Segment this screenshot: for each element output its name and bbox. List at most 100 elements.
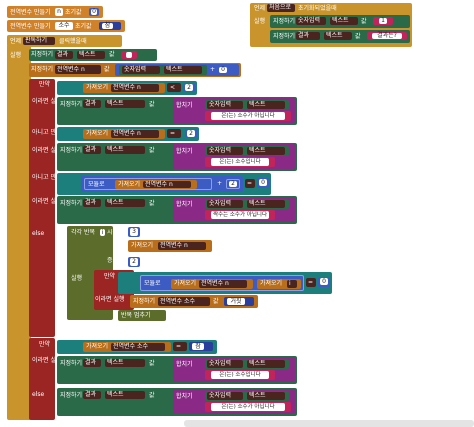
set-result-prime[interactable]: 지정하기 결과 텍스트 값 합치기 숫자입력 텍스트 은(는) 소수입니다 xyxy=(57,143,297,171)
property-dropdown[interactable]: 텍스트 xyxy=(247,392,285,400)
set-result-even[interactable]: 지정하기 결과 텍스트 값 합치기 숫자입력 텍스트 짝수는 소수가 아닙니다 xyxy=(57,196,297,224)
bool-block-true[interactable]: 참 xyxy=(99,22,121,30)
if-block-main[interactable]: 만약 이라면 실행 아니고 만약 이라면 실행 아니고 만약 이라면 실행 el… xyxy=(29,79,62,337)
component-dropdown[interactable]: 결과 xyxy=(83,359,101,367)
component-dropdown[interactable]: 결과 xyxy=(83,199,101,207)
click-event-header[interactable]: 언제 판독하기 클릭했을때 xyxy=(7,35,122,47)
set-result-text[interactable]: 지정하기 결과 텍스트 값 결과는? xyxy=(270,30,410,43)
number-input-text-getter[interactable]: 숫자입력 텍스트 xyxy=(205,199,289,209)
screen-init-event[interactable]: 언제 처음으로 초기화되었을때 실행 지정하기 숫자입력 텍스트 값 1 지정하… xyxy=(250,3,412,47)
var-dropdown[interactable]: 전역변수 소수 xyxy=(158,297,210,306)
compare-n-eq-2[interactable]: 가져오기 전역변수 n = 2 xyxy=(57,127,199,141)
compare-n-lt-2[interactable]: 가져오기 전역변수 n < 2 xyxy=(57,81,197,95)
property-dropdown[interactable]: 텍스트 xyxy=(105,199,145,207)
property-dropdown[interactable]: 텍스트 xyxy=(247,147,285,155)
bool-false-block[interactable]: 거짓 xyxy=(224,297,254,306)
op-dropdown[interactable]: = xyxy=(306,278,316,287)
loop-step-number[interactable]: 2 xyxy=(128,257,140,267)
text-block[interactable]: 은(는) 소수가 아닙니다 xyxy=(205,111,291,121)
component-dropdown[interactable]: 결과 xyxy=(83,391,101,399)
button-dropdown[interactable]: 판독하기 xyxy=(23,37,55,45)
number-block[interactable]: 2 xyxy=(183,83,195,92)
op-dropdown[interactable]: = xyxy=(173,342,187,351)
text-block[interactable]: 은(는) 소수가 아닙니다 xyxy=(205,402,291,412)
text-block[interactable]: 은(는) 소수입니다 xyxy=(205,157,275,167)
if-block-final[interactable]: 만약 이라면 실행 else xyxy=(29,338,62,420)
set-result-empty[interactable]: 지정하기 결과 텍스트 값 xyxy=(29,49,157,61)
get-global-n-loop-end[interactable]: 가져오기 전역변수 n xyxy=(128,240,212,252)
set-number-input-text[interactable]: 지정하기 숫자입력 텍스트 값 1 xyxy=(270,15,410,28)
var-dropdown[interactable]: 전역변수 n xyxy=(158,242,206,250)
property-dropdown[interactable]: 텍스트 xyxy=(105,100,145,108)
property-dropdown[interactable]: 텍스트 xyxy=(164,66,202,74)
compare-n-mod-i-eq-0[interactable]: 모듈로 가져오기 전역변수 n 가져오기 i = 0 xyxy=(118,272,332,294)
property-dropdown[interactable]: 텍스트 xyxy=(77,51,105,59)
property-dropdown[interactable]: 텍스트 xyxy=(105,359,145,367)
var-dropdown[interactable]: 전역변수 n xyxy=(199,280,247,288)
op-dropdown[interactable]: = xyxy=(245,179,255,188)
property-dropdown[interactable]: 텍스트 xyxy=(330,17,358,25)
join-block[interactable]: 합치기 숫자입력 텍스트 짝수는 소수가 아닙니다 xyxy=(173,197,295,222)
text-block-result[interactable]: 결과는? xyxy=(367,32,407,40)
set-global-n[interactable]: 지정하기 전역변수 n 값 숫자입력 텍스트 + 0 xyxy=(29,63,241,77)
global-var-n-block[interactable]: 전역변수 만들기 n 초기값 0 xyxy=(7,6,103,18)
var-dropdown[interactable]: 전역변수 n xyxy=(111,130,159,138)
component-dropdown[interactable]: 숫자입력 xyxy=(207,200,243,208)
set-prime-false[interactable]: 지정하기 전역변수 소수 값 거짓 xyxy=(130,295,258,308)
set-result-not-prime-final[interactable]: 지정하기 결과 텍스트 값 합치기 숫자입력 텍스트 은(는) 소수가 아닙니다 xyxy=(57,388,297,416)
number-block[interactable]: 0 xyxy=(318,277,330,287)
modulo-block[interactable]: 모듈로 가져오기 전역변수 n 가져오기 i xyxy=(140,275,304,291)
number-block[interactable]: 0 xyxy=(257,178,269,188)
property-dropdown[interactable]: 텍스트 xyxy=(247,200,285,208)
component-dropdown[interactable]: 결과 xyxy=(296,32,320,40)
var-dropdown[interactable]: i xyxy=(287,280,297,288)
compare-prime-eq-true[interactable]: 가져오기 전역변수 소수 = 참 xyxy=(57,340,217,354)
number-block[interactable]: 2 xyxy=(185,129,197,138)
component-dropdown[interactable]: 숫자입력 xyxy=(207,360,243,368)
op-dropdown[interactable]: < xyxy=(167,83,181,92)
property-dropdown[interactable]: 텍스트 xyxy=(324,32,352,40)
empty-text-block[interactable] xyxy=(121,51,137,59)
text-block[interactable]: 짝수는 소수가 아닙니다 xyxy=(205,210,275,220)
number-input-text-getter[interactable]: 숫자입력 텍스트 xyxy=(205,359,289,369)
get-global-n[interactable]: 가져오기 전역변수 n xyxy=(83,83,165,93)
get-global-prime[interactable]: 가져오기 전역변수 소수 xyxy=(83,342,171,352)
break-block[interactable]: 반복 멈추기 xyxy=(118,310,166,321)
join-block[interactable]: 합치기 숫자입력 텍스트 은(는) 소수가 아닙니다 xyxy=(173,98,295,123)
component-dropdown[interactable]: 숫자입력 xyxy=(207,101,243,109)
text-block-1[interactable]: 1 xyxy=(373,17,393,25)
loop-var-i[interactable]: i xyxy=(100,229,105,236)
add-block[interactable]: 숫자입력 텍스트 + 0 xyxy=(115,64,239,76)
screen-dropdown[interactable]: 처음으로 xyxy=(267,4,295,12)
modulo-block[interactable]: 모듈로 가져오기 전역변수 n xyxy=(84,178,212,190)
component-dropdown[interactable]: 결과 xyxy=(55,51,73,59)
number-input-text-getter[interactable]: 숫자입력 텍스트 xyxy=(205,391,289,401)
compare-mod-eq-0[interactable]: 모듈로 가져오기 전역변수 n + 2 = 0 xyxy=(57,173,271,195)
text-block[interactable]: 은(는) 소수입니다 xyxy=(205,370,275,380)
component-dropdown[interactable]: 숫자입력 xyxy=(207,392,243,400)
number-input-text-getter[interactable]: 숫자입력 텍스트 xyxy=(205,146,289,156)
var-name-prime[interactable]: 소수 xyxy=(55,22,73,30)
component-dropdown[interactable]: 결과 xyxy=(83,100,101,108)
add-block[interactable]: 모듈로 가져오기 전역변수 n + 2 xyxy=(81,176,243,192)
set-result-not-prime-1[interactable]: 지정하기 결과 텍스트 값 합치기 숫자입력 텍스트 은(는) 소수가 아닙니다 xyxy=(57,97,297,125)
op-dropdown[interactable]: = xyxy=(167,129,181,138)
get-global-n[interactable]: 가져오기 전역변수 n xyxy=(171,279,253,289)
var-name-n[interactable]: n xyxy=(55,8,63,16)
var-dropdown[interactable]: 전역변수 n xyxy=(111,84,159,92)
join-block[interactable]: 합치기 숫자입력 텍스트 은(는) 소수입니다 xyxy=(173,357,295,382)
var-dropdown[interactable]: 전역변수 n xyxy=(55,65,101,74)
number-input-text-getter[interactable]: 숫자입력 텍스트 xyxy=(205,100,289,110)
property-dropdown[interactable]: 텍스트 xyxy=(247,101,285,109)
component-dropdown[interactable]: 숫자입력 xyxy=(122,66,160,74)
property-dropdown[interactable]: 텍스트 xyxy=(105,146,145,154)
number-input-text-getter[interactable]: 숫자입력 텍스트 xyxy=(119,65,207,75)
set-result-prime-final[interactable]: 지정하기 결과 텍스트 값 합치기 숫자입력 텍스트 은(는) 소수입니다 xyxy=(57,356,297,384)
number-block[interactable]: 0 xyxy=(217,66,229,74)
bool-true-block[interactable]: 참 xyxy=(189,342,213,351)
component-dropdown[interactable]: 숫자입력 xyxy=(296,17,326,25)
number-block-0[interactable]: 0 xyxy=(89,8,99,16)
property-dropdown[interactable]: 텍스트 xyxy=(105,391,145,399)
join-block[interactable]: 합치기 숫자입력 텍스트 은(는) 소수가 아닙니다 xyxy=(173,389,295,414)
component-dropdown[interactable]: 숫자입력 xyxy=(207,147,243,155)
